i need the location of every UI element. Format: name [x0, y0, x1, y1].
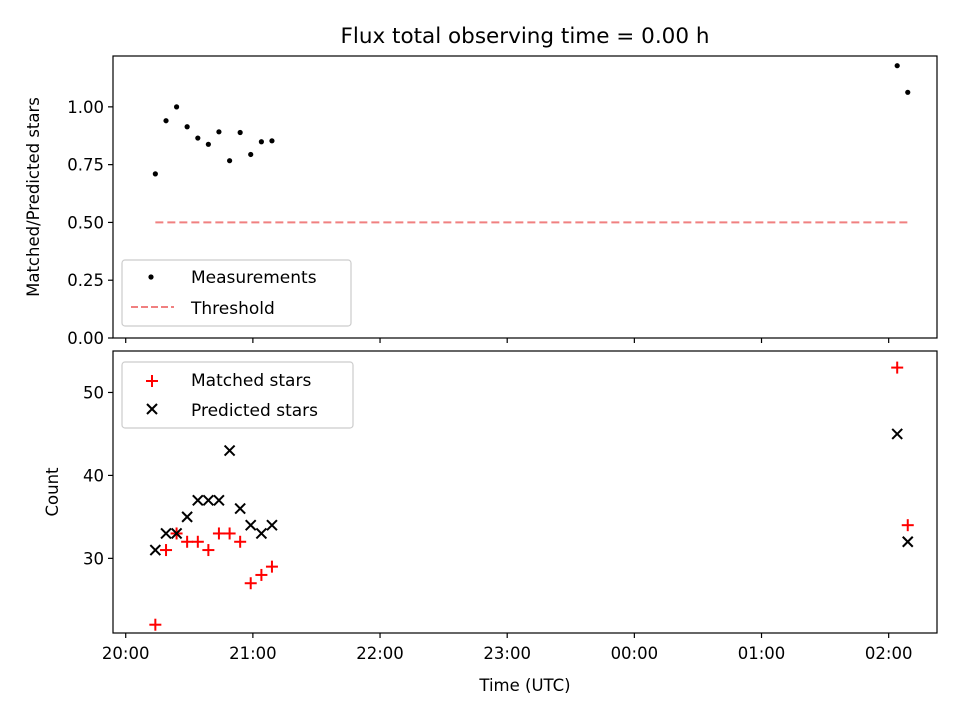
- measurements-point: [227, 158, 233, 164]
- measurements-point: [894, 63, 900, 69]
- x-tick-label: 00:00: [611, 644, 659, 663]
- matched-stars-point: [244, 577, 257, 590]
- matched-stars-point: [891, 361, 904, 374]
- measurements-point: [237, 129, 243, 136]
- matched-stars-point: [181, 535, 194, 548]
- measurements-point: [173, 104, 180, 110]
- ratio-y-tick-label: 1.00: [67, 98, 104, 117]
- predicted-stars-point: [170, 527, 183, 540]
- matched-stars-point: [212, 527, 225, 540]
- predicted-stars-point: [245, 519, 257, 531]
- measurements-point: [248, 151, 254, 158]
- predicted-stars-point: [223, 444, 236, 457]
- ratio-y-axis-label: Matched/Predicted stars: [24, 97, 43, 297]
- ratio-panel: 0.00 0.25 0.50 0.75 1.00 Matched/Predicted s…: [24, 55, 938, 348]
- legend-threshold-label: Threshold: [190, 299, 275, 319]
- count-y-axis-label: Count: [43, 467, 62, 517]
- measurements-point: [905, 89, 911, 95]
- legend-matched-label: Matched stars: [191, 371, 311, 391]
- count-y-tick-label: 40: [83, 466, 104, 485]
- measurements-point: [195, 135, 201, 141]
- ratio-y-tick-label: 0.00: [67, 329, 104, 348]
- x-tick-label: 22:00: [356, 644, 404, 663]
- predicted-stars-point: [234, 502, 246, 515]
- matched-stars-point: [901, 519, 914, 532]
- predicted-stars-point: [149, 544, 162, 556]
- predicted-stars-point: [192, 494, 204, 507]
- count-y-tick-label: 30: [83, 549, 104, 568]
- ratio-legend: Measurements Threshold: [121, 259, 352, 327]
- measurements-point: [152, 171, 158, 177]
- count-panel: 30 40 50 20:00 21:00 22:00 23:00 00:00 01:00 02:…: [43, 350, 938, 695]
- x-tick-label: 21:00: [229, 644, 277, 663]
- ratio-y-tick-label: 0.25: [67, 271, 104, 290]
- predicted-stars-point: [213, 494, 225, 507]
- predicted-stars-point: [181, 511, 193, 523]
- legend-matched-marker: [146, 375, 158, 387]
- predicted-stars-point: [902, 536, 914, 548]
- legend-measurements-label: Measurements: [191, 268, 317, 288]
- legend-predicted-label: Predicted stars: [191, 401, 318, 421]
- matched-stars-point: [223, 527, 236, 540]
- measurements-point: [269, 138, 275, 144]
- x-tick-label: 20:00: [102, 644, 150, 663]
- matched-stars-point: [160, 544, 173, 557]
- x-axis-label: Time (UTC): [478, 676, 570, 695]
- predicted-stars-point: [255, 527, 268, 540]
- matched-stars-point: [191, 535, 204, 548]
- x-tick-label: 02:00: [865, 644, 913, 663]
- measurements-point: [205, 141, 211, 147]
- ratio-legend-box: [121, 259, 352, 327]
- count-legend-box: [121, 361, 354, 429]
- x-tick-label: 23:00: [483, 644, 531, 663]
- predicted-stars-point: [891, 428, 903, 440]
- matched-stars-point: [255, 568, 268, 581]
- ratio-y-tick-label: 0.50: [67, 213, 104, 232]
- legend-measurements-marker: [148, 274, 154, 280]
- measurements-point: [216, 129, 222, 135]
- ratio-y-tick-label: 0.75: [67, 156, 104, 175]
- measurements-point: [163, 118, 169, 124]
- predicted-stars-point: [160, 527, 172, 540]
- measurements-point: [258, 139, 264, 145]
- matched-stars-point: [149, 618, 162, 631]
- legend-predicted-marker: [146, 403, 158, 415]
- predicted-stars-point: [266, 519, 278, 531]
- matched-stars-point: [234, 535, 247, 548]
- count-y-tick-label: 50: [83, 383, 104, 402]
- predicted-stars-point: [202, 494, 215, 507]
- matched-stars-point: [202, 544, 215, 557]
- measurements-point: [184, 124, 190, 130]
- chart-title: Flux total observing time = 0.00 h: [341, 24, 710, 49]
- count-legend: Matched stars Predicted stars: [121, 361, 354, 429]
- matched-stars-point: [265, 560, 278, 573]
- x-tick-label: 01:00: [738, 644, 786, 663]
